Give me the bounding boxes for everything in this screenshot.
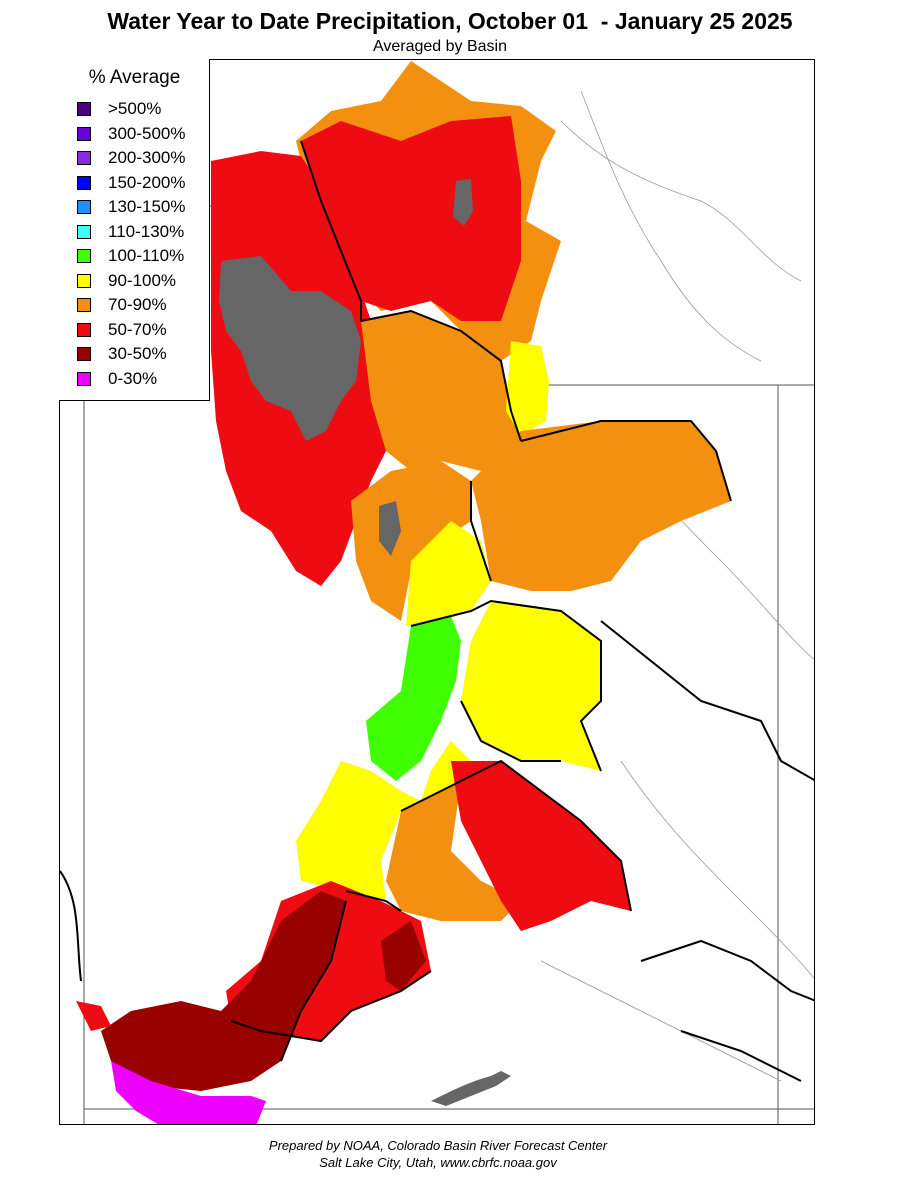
- legend-label: 90-100%: [108, 270, 177, 290]
- map-legend: % Average >500% 300-500% 200-300% 150-200% 1…: [59, 59, 210, 401]
- map-subtitle: Averaged by Basin: [372, 38, 507, 55]
- legend-title: % Average: [88, 67, 181, 88]
- legend-label: 30-50%: [108, 344, 167, 363]
- basin-bear-weber: [361, 311, 521, 471]
- basin-outlines: [60, 140, 814, 1082]
- legend-label: 300-500%: [108, 123, 186, 143]
- legend-swatch: [77, 273, 91, 288]
- legend-swatch: [77, 224, 91, 239]
- legend-swatch: [77, 175, 91, 190]
- basin-duchesne: [506, 341, 549, 436]
- basin-central-yellow: [406, 521, 491, 626]
- legend-label: 110-130%: [108, 221, 185, 241]
- flaming-gorge-lake: [453, 179, 473, 226]
- legend-swatch: [77, 102, 91, 116]
- basin-yampa-white: [471, 421, 731, 591]
- basin-sevier: [296, 741, 471, 901]
- legend-label: 0-30%: [108, 368, 158, 388]
- legend-swatch: [77, 249, 91, 263]
- legend-swatch: [77, 200, 91, 214]
- legend-swatch: [77, 371, 91, 386]
- legend-swatch: [77, 151, 91, 165]
- legend-label: >500%: [108, 99, 162, 118]
- basin-upper-green-interior: [301, 116, 521, 321]
- credit-footer: Prepared by NOAA, Colorado Basin River F…: [0, 1137, 876, 1171]
- legend-swatch: [77, 347, 91, 361]
- basin-gunnison: [461, 601, 601, 771]
- legend-label: 50-70%: [108, 319, 167, 339]
- utah-lake: [379, 501, 401, 556]
- map-frame: [59, 59, 815, 1125]
- basin-southwest-red: [76, 1001, 111, 1031]
- footer-line-1: Prepared by NOAA, Colorado Basin River F…: [268, 1138, 608, 1153]
- footer-line-2: Salt Lake City, Utah, www.cbrfc.noaa.gov: [319, 1155, 557, 1170]
- basin-san-juan: [451, 761, 631, 931]
- precipitation-map: [60, 61, 814, 1124]
- basin-lower-virgin: [101, 891, 346, 1091]
- basin-price-san-rafael: [366, 616, 461, 781]
- legend-swatch: [77, 126, 91, 141]
- river-lines: [540, 90, 814, 1082]
- basin-southeast-utah: [386, 781, 521, 921]
- lake-powell: [431, 1071, 511, 1106]
- legend-label: 150-200%: [108, 172, 186, 192]
- lakes: [219, 179, 511, 1106]
- great-salt-lake: [219, 256, 361, 441]
- legend-label: 70-90%: [108, 295, 167, 314]
- legend-swatch: [77, 322, 91, 337]
- legend-label: 200-300%: [108, 148, 186, 167]
- basin-southern-dark: [381, 921, 426, 991]
- legend-label: 100-110%: [108, 246, 185, 265]
- legend-swatch: [77, 298, 91, 312]
- basin-central-orange: [351, 461, 471, 621]
- map-title: Water Year to Date Precipitation, Octobe…: [107, 8, 793, 34]
- legend-label: 130-150%: [108, 197, 186, 216]
- basin-lower-colorado-south: [111, 1061, 266, 1124]
